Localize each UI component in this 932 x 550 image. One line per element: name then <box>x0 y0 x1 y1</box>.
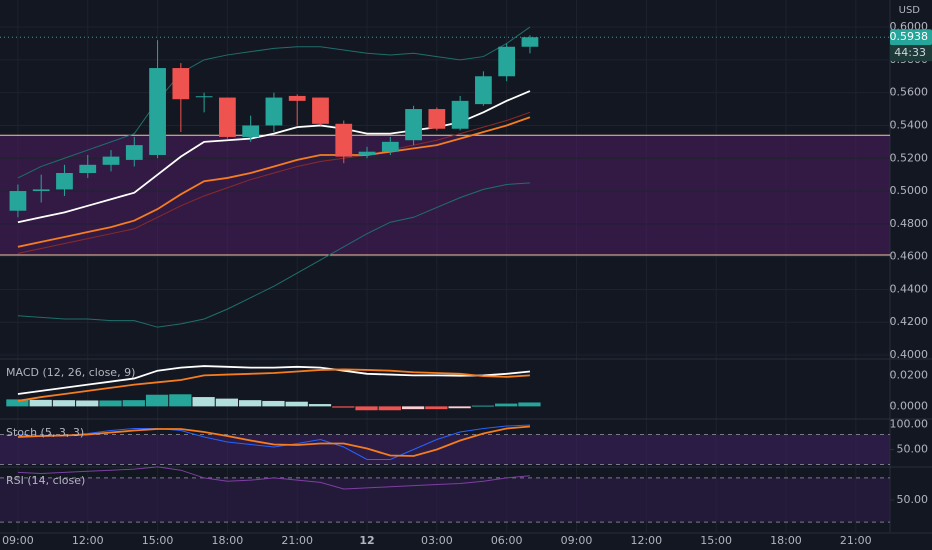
y-tick-label: 0.5600 <box>890 86 929 99</box>
y-tick-label: 50.00 <box>897 493 929 506</box>
level-band <box>0 434 890 465</box>
x-tick-label: 18:00 <box>770 534 802 547</box>
candle-body <box>265 97 283 126</box>
histogram-bar <box>471 405 495 407</box>
x-tick-label: 09:00 <box>2 534 34 547</box>
indicator-line <box>17 424 530 460</box>
histogram-bar <box>145 394 169 407</box>
histogram-bar <box>262 400 285 407</box>
candle-body <box>335 123 353 157</box>
histogram-bar <box>332 406 355 408</box>
histogram-bar <box>378 406 401 411</box>
indicator-line <box>17 466 530 490</box>
y-tick-label: 0.0200 <box>890 368 929 381</box>
indicator-line <box>17 425 531 457</box>
x-tick-label: 12 <box>359 534 374 547</box>
candle-body <box>428 109 446 129</box>
histogram-bar <box>355 406 378 411</box>
y-tick-label: 0.4600 <box>890 250 929 263</box>
x-tick-label: 06:00 <box>491 534 523 547</box>
candle-body <box>288 95 306 101</box>
y-tick-label: 0.4200 <box>890 315 929 328</box>
x-tick-label: 18:00 <box>212 534 244 547</box>
candle-body <box>32 189 50 192</box>
candle-body <box>149 68 166 155</box>
y-tick-label: 0.5000 <box>890 184 929 197</box>
candle-body <box>242 125 260 137</box>
y-tick-label: 0.4000 <box>890 348 929 361</box>
y-tick-label: 0.4400 <box>890 282 929 295</box>
candle-body <box>172 68 190 100</box>
panel-title: Stoch (5, 3, 3) <box>6 426 84 439</box>
candle-body <box>9 191 27 211</box>
histogram-bar <box>52 400 76 407</box>
candle-body <box>195 96 213 98</box>
y-tick-label: 0.0000 <box>890 399 929 412</box>
y-tick-label: 0.5400 <box>890 118 929 131</box>
histogram-bar <box>122 400 145 407</box>
x-tick-label: 12:00 <box>72 534 104 547</box>
histogram-bar <box>76 400 99 407</box>
candle-body <box>451 100 469 129</box>
histogram-bar <box>425 406 448 410</box>
histogram-bar <box>215 398 239 407</box>
candle-body <box>79 164 97 174</box>
last-price-tag <box>890 29 932 46</box>
level-band <box>0 135 890 256</box>
candle-body <box>358 151 376 155</box>
candle-body <box>475 76 492 105</box>
histogram-bar <box>308 404 332 407</box>
x-tick-label: 12:00 <box>630 534 662 547</box>
indicator-line <box>17 111 531 254</box>
histogram-bar <box>29 399 52 407</box>
histogram-bar <box>99 400 122 407</box>
x-tick-label: 09:00 <box>561 534 593 547</box>
countdown-tag <box>890 45 932 62</box>
x-tick-label: 15:00 <box>142 534 174 547</box>
indicator-line <box>17 116 531 248</box>
level-band <box>0 477 890 523</box>
indicator-line <box>17 368 531 402</box>
candle-body <box>521 37 539 47</box>
candle-body <box>219 97 236 137</box>
y-tick-label: 0.5200 <box>890 151 929 164</box>
indicator-line <box>17 182 530 328</box>
histogram-bar <box>401 406 425 410</box>
x-tick-label: 21:00 <box>281 534 313 547</box>
y-tick-label: 50.00 <box>897 443 929 456</box>
currency-label: USD <box>899 5 921 16</box>
candle-body <box>405 109 422 141</box>
histogram-bar <box>448 406 471 409</box>
panel-title: RSI (14, close) <box>6 474 85 487</box>
histogram-bar <box>192 397 215 407</box>
histogram-bar <box>239 400 262 407</box>
indicator-line <box>17 26 531 179</box>
x-tick-label: 15:00 <box>700 534 732 547</box>
histogram-bar <box>495 403 518 407</box>
histogram-bar <box>169 394 192 407</box>
histogram-bar <box>518 402 541 407</box>
candle-body <box>102 156 120 165</box>
y-tick-label: 100.00 <box>890 418 929 431</box>
histogram-bar <box>6 399 29 407</box>
candle-body <box>312 97 329 124</box>
candle-body <box>125 145 143 160</box>
panel-title: MACD (12, 26, close, 9) <box>6 366 135 379</box>
y-tick-label: 0.4800 <box>890 217 929 230</box>
countdown-label: 44:33 <box>894 46 926 59</box>
histogram-bar <box>285 401 308 407</box>
last-price-label: 0.5938 <box>890 30 929 43</box>
candle-body <box>56 173 73 190</box>
indicator-line <box>17 365 531 395</box>
candle-body <box>498 46 516 77</box>
x-tick-label: 21:00 <box>840 534 872 547</box>
x-tick-label: 03:00 <box>421 534 453 547</box>
candle-body <box>381 141 399 152</box>
